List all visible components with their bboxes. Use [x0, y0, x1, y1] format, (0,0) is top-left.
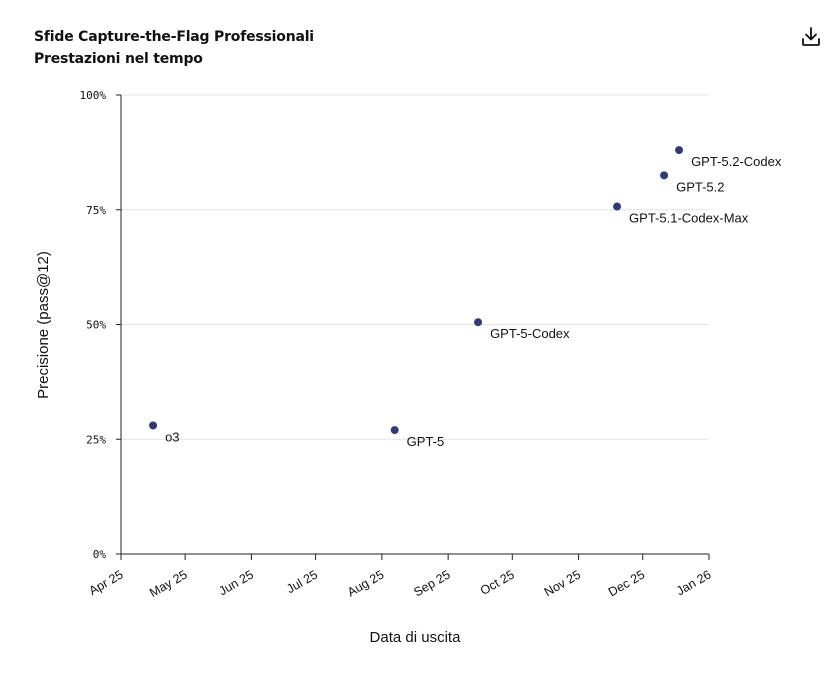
data-point-label: GPT-5.1-Codex-Max: [629, 211, 749, 226]
x-tick-label: Jun 25: [216, 567, 256, 598]
y-tick-label: 25%: [86, 433, 106, 446]
data-point-label: o3: [165, 429, 179, 444]
download-icon: [802, 27, 820, 46]
chart-subtitle: Prestazioni nel tempo: [34, 51, 203, 67]
y-axis-label: Precisione (pass@12): [35, 251, 52, 399]
data-point-label: GPT-5: [407, 434, 445, 449]
data-point: [474, 318, 483, 327]
grid-lines: [121, 94, 709, 440]
data-point: [390, 426, 399, 435]
x-tick-label: Jul 25: [284, 567, 320, 596]
data-point: [660, 171, 669, 180]
data-points: o3 GPT-5 GPT-5-Codex GPT-5.1-Codex-Max GPT-5…: [149, 146, 782, 449]
data-point-label: GPT-5.2: [676, 179, 724, 194]
download-button[interactable]: [799, 25, 823, 49]
y-tick-label: 100%: [80, 89, 107, 102]
data-point: [675, 146, 684, 155]
x-tick-label: Oct 25: [478, 567, 517, 598]
data-point-label: GPT-5-Codex: [490, 326, 570, 341]
x-axis-label: Data di uscita: [370, 629, 462, 646]
x-axis-ticks: Apr 25 May 25 Jun 25 Jul 25 Aug 25 Sep 25 Oct …: [87, 554, 714, 600]
x-tick-label: Apr 25: [87, 567, 126, 598]
y-axis-ticks: 0% 25% 50% 75% 100%: [80, 89, 121, 561]
data-point-label: GPT-5.2-Codex: [691, 154, 782, 169]
x-tick-label: Aug 25: [345, 567, 386, 599]
data-point: [613, 202, 622, 211]
y-tick-label: 0%: [93, 548, 107, 561]
y-tick-label: 75%: [86, 204, 106, 217]
y-tick-label: 50%: [86, 319, 106, 332]
chart-title: Sfide Capture-the-Flag Professionali: [34, 29, 314, 45]
chart-header: Sfide Capture-the-Flag Professionali Pre…: [34, 26, 314, 70]
x-tick-label: May 25: [147, 567, 190, 600]
x-tick-label: Jan 26: [674, 567, 714, 598]
x-tick-label: Nov 25: [542, 567, 583, 599]
data-point: [149, 421, 158, 430]
x-tick-label: Dec 25: [606, 567, 647, 599]
x-tick-label: Sep 25: [411, 567, 452, 599]
